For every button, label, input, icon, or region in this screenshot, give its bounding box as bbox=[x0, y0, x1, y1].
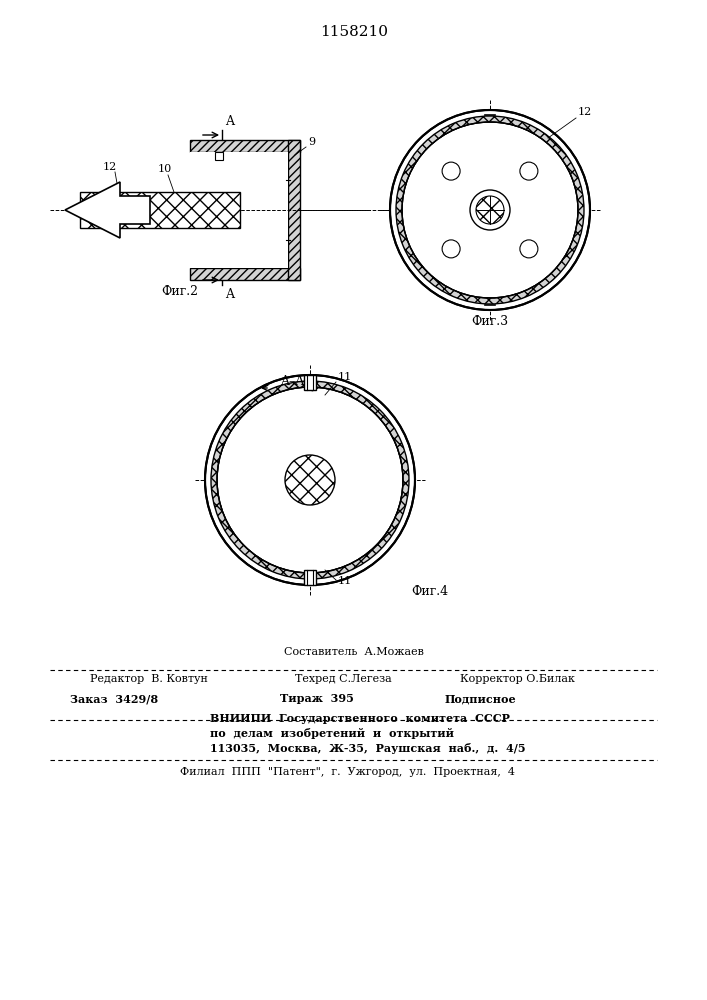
Bar bbox=[288, 140, 300, 280]
Circle shape bbox=[442, 162, 460, 180]
Circle shape bbox=[217, 387, 403, 573]
Text: A: A bbox=[225, 288, 234, 301]
Text: Фиг.4: Фиг.4 bbox=[411, 585, 448, 598]
Text: A: A bbox=[225, 115, 234, 128]
Text: Филиал  ППП  "Патент",  г.  Ужгород,  ул.  Проектная,  4: Филиал ППП "Патент", г. Ужгород, ул. Про… bbox=[180, 767, 515, 777]
Text: Техред С.Легеза: Техред С.Легеза bbox=[295, 674, 392, 684]
Bar bbox=[80, 192, 240, 228]
Text: 113035,  Москва,  Ж-35,  Раушская  наб.,  д.  4/5: 113035, Москва, Ж-35, Раушская наб., д. … bbox=[210, 743, 525, 754]
Circle shape bbox=[390, 110, 590, 310]
Circle shape bbox=[470, 190, 510, 230]
Text: Фиг.2: Фиг.2 bbox=[161, 285, 199, 298]
Text: 11: 11 bbox=[338, 576, 352, 586]
Bar bbox=[215, 152, 223, 160]
Polygon shape bbox=[65, 182, 150, 238]
Circle shape bbox=[442, 240, 460, 258]
Text: Подписное: Подписное bbox=[445, 693, 517, 704]
Bar bbox=[190, 268, 300, 280]
Circle shape bbox=[285, 455, 335, 505]
Text: по  делам  изобретений  и  открытий: по делам изобретений и открытий bbox=[210, 728, 454, 739]
Text: 9: 9 bbox=[308, 137, 315, 147]
Text: Заказ  3429/8: Заказ 3429/8 bbox=[70, 693, 158, 704]
Text: Тираж  395: Тираж 395 bbox=[280, 693, 354, 704]
Text: Фиг.3: Фиг.3 bbox=[472, 315, 508, 328]
Circle shape bbox=[402, 122, 578, 298]
Circle shape bbox=[476, 196, 504, 224]
Text: Корректор О.Билак: Корректор О.Билак bbox=[460, 674, 575, 684]
Bar bbox=[215, 205, 223, 215]
Text: A–A: A–A bbox=[280, 375, 304, 388]
Text: 10: 10 bbox=[158, 164, 172, 174]
Text: Редактор  В. Ковтун: Редактор В. Ковтун bbox=[90, 674, 208, 684]
Circle shape bbox=[520, 240, 538, 258]
Text: 12: 12 bbox=[578, 107, 592, 117]
Text: Составитель  А.Можаев: Составитель А.Можаев bbox=[284, 647, 424, 657]
Bar bbox=[190, 152, 288, 268]
Circle shape bbox=[520, 162, 538, 180]
Text: 11: 11 bbox=[338, 372, 352, 382]
Text: 12: 12 bbox=[103, 162, 117, 172]
Text: 1158210: 1158210 bbox=[320, 25, 388, 39]
Text: ВНИИПИ  Государственного  комитета  СССР: ВНИИПИ Государственного комитета СССР bbox=[210, 713, 510, 724]
Circle shape bbox=[205, 375, 415, 585]
Bar bbox=[304, 375, 316, 390]
Bar bbox=[304, 570, 316, 585]
Bar bbox=[190, 140, 300, 152]
